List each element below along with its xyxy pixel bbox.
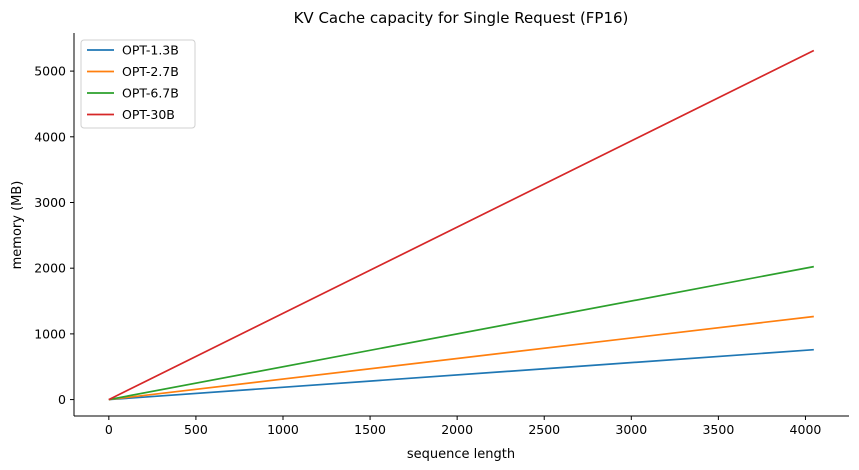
legend-label-opt-30b: OPT-30B — [122, 107, 175, 122]
y-axis-label: memory (MB) — [10, 181, 25, 270]
legend-label-opt-1-3b: OPT-1.3B — [122, 43, 179, 58]
series-line-opt-6-7b — [108, 265, 814, 401]
y-tick-label: 1000 — [34, 326, 66, 341]
y-tick-label: 5000 — [34, 64, 66, 79]
x-tick-label: 3500 — [702, 422, 734, 437]
x-tick-label: 1000 — [267, 422, 299, 437]
series-line-opt-1-3b — [108, 348, 814, 401]
x-tick-label: 3000 — [615, 422, 647, 437]
legend-label-opt-2-7b: OPT-2.7B — [122, 64, 179, 79]
x-axis-label: sequence length — [407, 447, 515, 462]
x-tick-label: 4000 — [790, 422, 822, 437]
y-tick-label: 0 — [58, 392, 66, 407]
x-tick-label: 2500 — [528, 422, 560, 437]
chart-title: KV Cache capacity for Single Request (FP… — [294, 9, 629, 27]
y-tick-label: 3000 — [34, 195, 66, 210]
x-tick-label: 0 — [105, 422, 113, 437]
x-tick-label: 1500 — [354, 422, 386, 437]
series-line-opt-2-7b — [108, 315, 814, 401]
plot-area — [108, 49, 815, 401]
legend-box — [80, 39, 196, 129]
legend: OPT-1.3B OPT-2.7B OPT-6.7B OPT-30B — [80, 39, 196, 129]
y-tick-label: 4000 — [34, 129, 66, 144]
series-line-opt-30b — [108, 49, 815, 401]
y-tick-label: 2000 — [34, 261, 66, 276]
x-tick-label: 500 — [184, 422, 208, 437]
x-tick-label: 2000 — [441, 422, 473, 437]
axes: 0 500 1000 1500 2000 2500 3000 3500 4000 0 1000 200… — [34, 33, 849, 437]
legend-label-opt-6-7b: OPT-6.7B — [122, 86, 179, 101]
